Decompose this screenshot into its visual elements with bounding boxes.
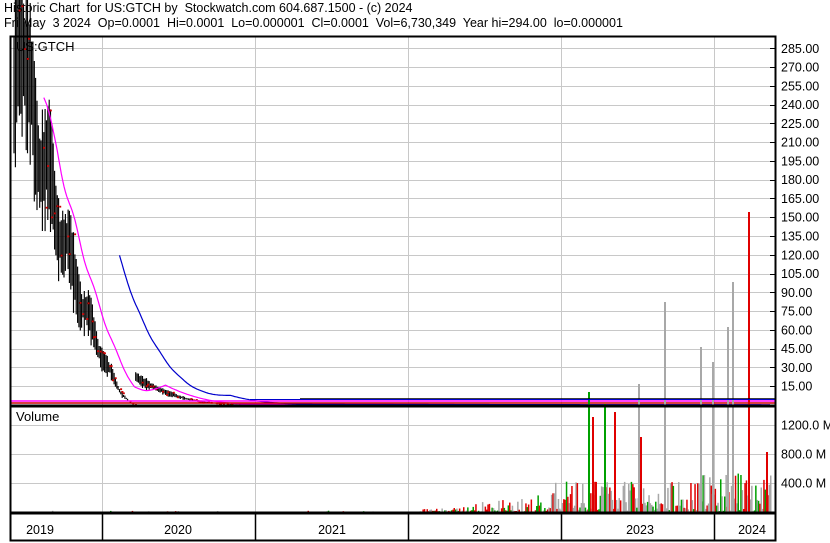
svg-text:75.00: 75.00: [781, 305, 812, 319]
svg-text:2021: 2021: [318, 523, 346, 537]
svg-text:90.00: 90.00: [781, 286, 812, 300]
volume-bars: [51, 212, 772, 513]
price-panel-label: US:GTCH: [16, 39, 75, 54]
svg-text:285.00: 285.00: [781, 42, 819, 56]
svg-text:210.00: 210.00: [781, 136, 819, 150]
svg-text:800.0 M: 800.0 M: [781, 448, 826, 462]
chart-title-line: Historic Chart for US:GTCH by Stockwatch…: [4, 1, 413, 15]
svg-text:2022: 2022: [472, 523, 500, 537]
price-axis-labels: 285.00 270.00 255.00 240.00 225.00 210.00 195.…: [770, 42, 819, 394]
svg-text:105.00: 105.00: [781, 267, 819, 281]
svg-text:195.00: 195.00: [781, 154, 819, 168]
x-axis-year-ticks: [101, 514, 716, 540]
svg-text:120.00: 120.00: [781, 248, 819, 262]
x-axis-year-labels: 2019 2020 2021 2022 2023 2024: [26, 523, 766, 537]
volume-horizontal-gridlines: [11, 425, 775, 484]
svg-text:60.00: 60.00: [781, 323, 812, 337]
svg-text:255.00: 255.00: [781, 79, 819, 93]
svg-text:150.00: 150.00: [781, 211, 819, 225]
price-panel-frame: [9, 35, 777, 407]
svg-text:180.00: 180.00: [781, 173, 819, 187]
short-moving-average-line: [43, 97, 770, 406]
svg-text:45.00: 45.00: [781, 342, 812, 356]
svg-text:2023: 2023: [626, 523, 654, 537]
svg-text:1200.0 M: 1200.0 M: [781, 419, 830, 433]
svg-text:2024: 2024: [738, 523, 766, 537]
svg-text:400.0 M: 400.0 M: [781, 477, 826, 491]
svg-text:225.00: 225.00: [781, 117, 819, 131]
volume-panel-frame: [9, 405, 777, 514]
svg-text:270.00: 270.00: [781, 61, 819, 75]
volume-panel-label: Volume: [16, 409, 59, 424]
svg-text:165.00: 165.00: [781, 192, 819, 206]
svg-text:2020: 2020: [164, 523, 192, 537]
svg-text:30.00: 30.00: [781, 361, 812, 375]
svg-text:240.00: 240.00: [781, 98, 819, 112]
svg-text:2019: 2019: [26, 523, 54, 537]
svg-text:135.00: 135.00: [781, 230, 819, 244]
price-horizontal-gridlines: [11, 48, 775, 387]
svg-text:15.00: 15.00: [781, 380, 812, 394]
vertical-gridlines: [102, 37, 715, 512]
x-axis-frame: [9, 512, 777, 542]
ohlc-price-bars: [13, 0, 245, 405]
volume-axis-labels: 1200.0 M 800.0 M 400.0 M: [781, 419, 830, 491]
